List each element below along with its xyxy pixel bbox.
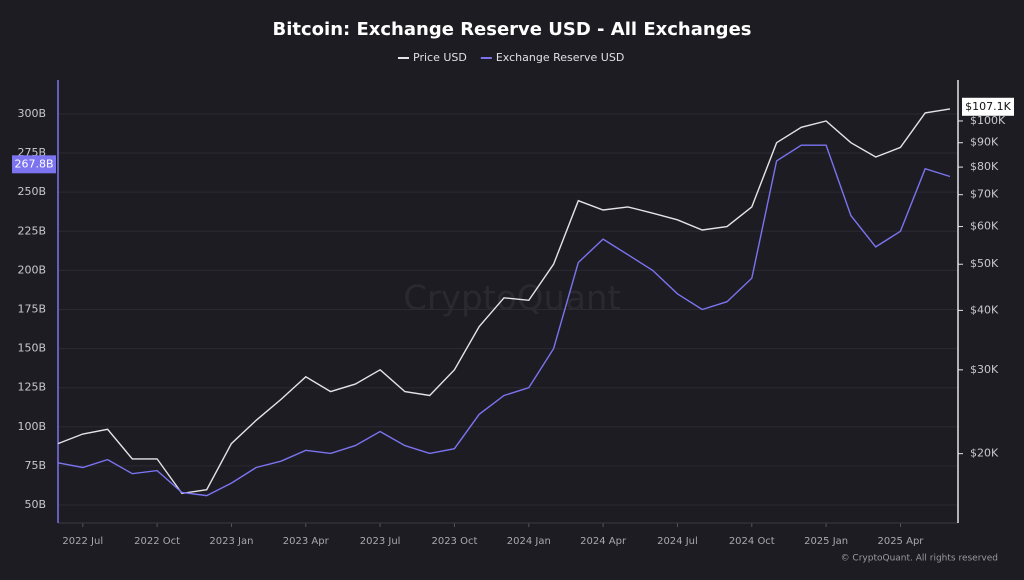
y-tick-label: 200B	[17, 263, 46, 276]
x-tick-label: 2024 Jan	[507, 536, 551, 547]
series-line	[57, 108, 951, 495]
value-badge	[12, 155, 56, 174]
y-tick-label: 100B	[17, 420, 46, 433]
y2-tick-label: $60K	[970, 220, 999, 233]
y2-tick-label: $70K	[970, 188, 999, 201]
x-tick-label: 2024 Jul	[657, 536, 698, 547]
y2-tick-label: $100K	[970, 114, 1006, 127]
y-tick-label: 300B	[17, 107, 46, 120]
x-tick-label: 2023 Jan	[209, 536, 253, 547]
value-badge-label: $107.1K	[965, 100, 1011, 113]
x-tick-label: 2023 Oct	[431, 536, 477, 547]
y-tick-label: 75B	[24, 459, 46, 472]
y-tick-label: 150B	[17, 342, 46, 355]
y-tick-label: 225B	[17, 224, 46, 237]
y2-tick-label: $50K	[970, 257, 999, 270]
y2-tick-label: $40K	[970, 303, 999, 316]
x-tick-label: 2022 Oct	[134, 536, 180, 547]
y-tick-label: 50B	[24, 498, 46, 511]
y2-tick-label: $80K	[970, 160, 999, 173]
y-tick-label: 175B	[17, 302, 46, 315]
chart-title: Bitcoin: Exchange Reserve USD - All Exch…	[273, 19, 752, 40]
x-tick-label: 2025 Jan	[804, 536, 848, 547]
y-tick-label: 125B	[17, 381, 46, 394]
value-badge	[962, 97, 1014, 116]
x-tick-label: 2023 Apr	[283, 536, 330, 547]
x-tick-label: 2023 Jul	[360, 536, 401, 547]
legend-label: Price USD	[413, 51, 467, 64]
value-badge-label: 267.8B	[14, 157, 53, 170]
x-tick-label: 2024 Oct	[729, 536, 775, 547]
x-tick-label: 2022 Jul	[62, 536, 103, 547]
series-line	[57, 144, 951, 497]
y-tick-label: 250B	[17, 185, 46, 198]
legend-label: Exchange Reserve USD	[496, 51, 624, 64]
y2-tick-label: $90K	[970, 136, 999, 149]
x-tick-label: 2024 Apr	[580, 536, 627, 547]
x-tick-label: 2025 Apr	[877, 536, 924, 547]
y2-tick-label: $30K	[970, 363, 999, 376]
y2-tick-label: $20K	[970, 447, 999, 460]
copyright: © CryptoQuant. All rights reserved	[841, 554, 998, 564]
